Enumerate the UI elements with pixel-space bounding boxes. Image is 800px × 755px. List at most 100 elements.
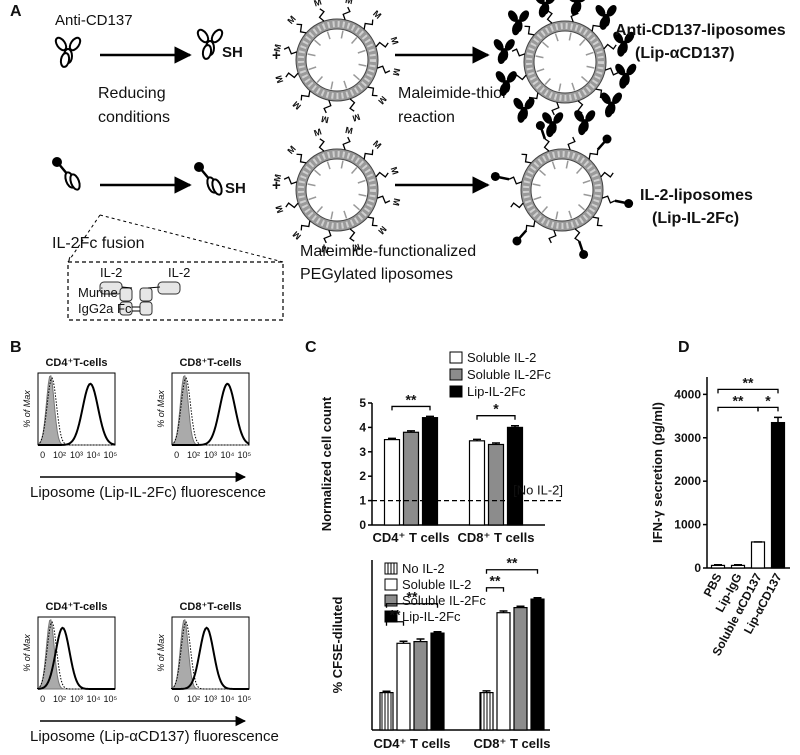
significance-label: * <box>493 401 499 417</box>
legend-label: Soluble IL-2 <box>402 577 471 592</box>
antibody-icon <box>615 63 637 89</box>
bar <box>402 431 420 526</box>
liposome-inner <box>530 158 594 222</box>
diagram-label: reaction <box>398 109 455 126</box>
antibody-domain <box>617 43 626 57</box>
inner-peg <box>536 68 545 73</box>
liposome-heads <box>298 21 376 99</box>
legend-swatch <box>384 594 398 607</box>
histogram-tick-label: 0 <box>40 694 45 704</box>
diagram-label: PEGylated liposomes <box>300 266 453 283</box>
inner-peg <box>308 66 317 71</box>
histogram-tick-label: 10² <box>187 450 200 460</box>
y-axis-label: % CFSE-diluted <box>330 597 345 694</box>
diagram-label: Anti-CD137 <box>55 12 133 29</box>
peg-chain <box>510 202 524 209</box>
significance-label: ** <box>743 374 754 390</box>
peg-chain <box>592 216 603 227</box>
bar <box>487 443 505 526</box>
inner-peg <box>358 193 367 197</box>
inner-peg <box>308 196 317 201</box>
histogram-y-label: % of Max <box>156 390 166 428</box>
peg-chain <box>342 136 351 151</box>
legend-swatch <box>384 578 398 591</box>
error-bar <box>774 416 782 423</box>
peg-chain <box>511 48 526 57</box>
inner-peg <box>555 211 559 220</box>
domain-label: IgG2a Fc <box>78 301 132 316</box>
maleimide-label: M <box>274 74 286 84</box>
significance-bracket <box>385 603 439 608</box>
bar <box>468 440 486 526</box>
antibody-icon <box>196 28 224 60</box>
inner-peg <box>551 161 556 170</box>
antibody-domain <box>604 104 614 118</box>
inner-peg <box>554 33 559 42</box>
il2-ball <box>512 236 522 246</box>
significance-bracket <box>385 621 405 626</box>
histogram-tick-label: 10² <box>187 694 200 704</box>
antibody-icon <box>513 97 535 123</box>
antibody-icon <box>495 71 517 97</box>
histogram-tick-label: 0 <box>174 694 179 704</box>
inner-peg <box>343 80 348 89</box>
plus-sign: + <box>272 177 281 194</box>
histogram-tick-label: 10³ <box>70 694 83 704</box>
peg-chain <box>300 220 311 231</box>
peg-chain <box>546 10 553 24</box>
peg-chain <box>375 171 389 178</box>
legend-swatch <box>449 351 463 364</box>
peg-chain <box>375 41 389 48</box>
liposome-inner <box>305 28 369 92</box>
histogram-y-label: % of Max <box>22 390 32 428</box>
peg-chain <box>363 149 374 160</box>
thiol-label: SH <box>225 180 246 197</box>
fc-domain <box>69 173 81 191</box>
inner-peg <box>330 81 334 90</box>
antibody-icon <box>507 10 530 36</box>
inner-peg <box>316 205 323 213</box>
peg-chain <box>349 228 356 242</box>
plus-sign: + <box>272 47 281 64</box>
inner-peg <box>535 55 544 59</box>
inner-peg <box>532 183 541 187</box>
product-label: Anti-CD137-liposomes <box>615 22 786 39</box>
peg-chain <box>551 101 560 116</box>
peg-chain <box>318 138 325 152</box>
bar <box>506 426 524 526</box>
diagram-label: conditions <box>98 109 170 126</box>
inner-peg <box>352 204 360 211</box>
error-bar <box>433 630 442 634</box>
antibody-icon <box>493 39 515 65</box>
maleimide-label: M <box>291 99 303 111</box>
inner-peg <box>586 65 595 69</box>
histogram-tick-label: 10⁵ <box>238 694 252 704</box>
peg-chain <box>604 67 619 76</box>
peg-chain <box>283 46 298 55</box>
antibody-domain <box>499 83 508 97</box>
peg-chain <box>296 23 307 34</box>
histogram-y-label: % of Max <box>22 634 32 672</box>
histogram-tick-label: 10³ <box>204 694 217 704</box>
histogram-tick-label: 10⁴ <box>220 450 234 460</box>
diagram-label: IL-2Fc fusion <box>52 235 144 252</box>
histogram-tick-label: 0 <box>40 450 45 460</box>
inner-peg <box>340 160 344 169</box>
treated-histogram <box>172 382 250 446</box>
liposome-heads <box>523 151 601 229</box>
maleimide-label: M <box>320 114 329 125</box>
maleimide-label: M <box>313 127 323 139</box>
maleimide-label: M <box>391 197 402 206</box>
inner-peg <box>565 160 569 169</box>
peg-chain <box>349 98 356 112</box>
antibody-domain <box>570 2 580 16</box>
peg-chain <box>543 138 550 152</box>
inner-peg <box>571 82 576 91</box>
y-tick-label: 1 <box>359 494 366 508</box>
zoom-line <box>99 214 284 263</box>
y-tick-label: 2 <box>359 469 366 483</box>
y-tick-label: 4000 <box>674 387 701 401</box>
domain-label: IL-2 <box>100 265 122 280</box>
antibody-domain <box>599 17 608 30</box>
inner-peg <box>568 32 572 41</box>
